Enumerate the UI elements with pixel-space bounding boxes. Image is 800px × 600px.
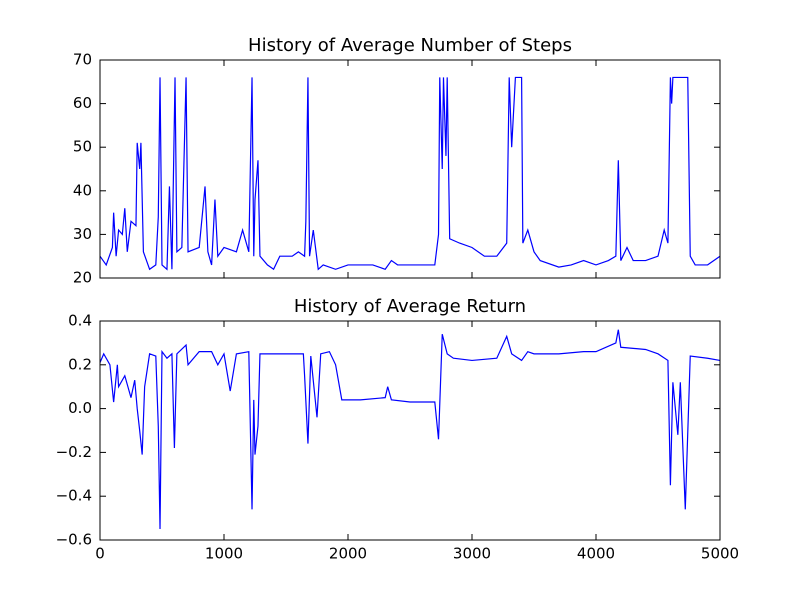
y-tick-label: −0.6 xyxy=(56,531,92,549)
y-tick-label: 30 xyxy=(73,225,92,243)
y-tick-label: 40 xyxy=(73,181,92,199)
y-tick-label: −0.2 xyxy=(56,443,92,461)
axes-frame xyxy=(99,320,721,541)
y-tick-label: 50 xyxy=(73,138,92,156)
chart-title: History of Average Number of Steps xyxy=(248,35,572,56)
y-tick-label: 20 xyxy=(73,269,92,287)
y-tick-label: 0.2 xyxy=(68,355,92,373)
data-line xyxy=(99,76,721,271)
y-tick-label: 70 xyxy=(73,51,92,69)
x-tick-label: 2000 xyxy=(329,545,367,563)
chart-title: History of Average Return xyxy=(294,296,526,317)
axes-frame xyxy=(99,59,721,279)
y-tick-label: −0.4 xyxy=(56,487,92,505)
x-tick-label: 3000 xyxy=(453,545,491,563)
x-tick-label: 5000 xyxy=(701,545,739,563)
x-tick-label: 4000 xyxy=(577,545,615,563)
x-tick-label: 1000 xyxy=(205,545,243,563)
y-tick-label: 60 xyxy=(73,94,92,112)
data-line xyxy=(99,329,721,530)
x-tick-label: 0 xyxy=(95,545,105,563)
y-tick-label: 0.4 xyxy=(68,312,92,330)
y-tick-label: 0.0 xyxy=(68,399,92,417)
